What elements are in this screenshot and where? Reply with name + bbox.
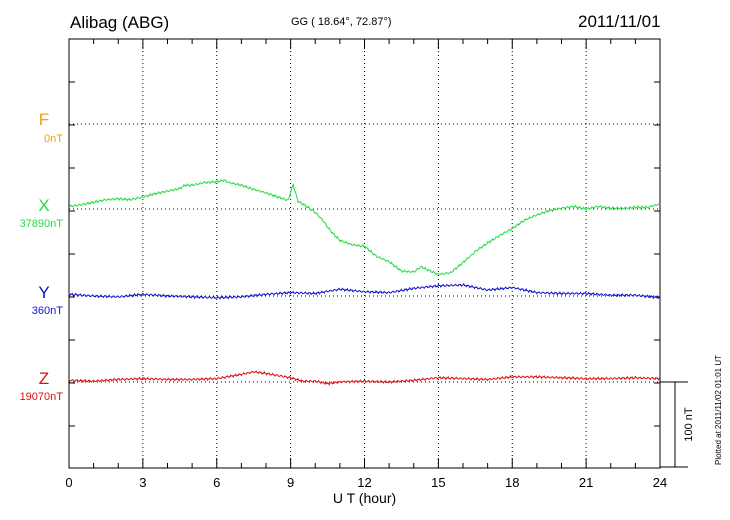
x-tick-label: 18 [505,475,519,490]
series-label-z: Z [39,369,49,388]
series-line-y [68,282,661,300]
x-tick-label: 21 [579,475,593,490]
series-line-z [68,370,661,386]
x-tick-label: 6 [213,475,220,490]
series-label-x: X [38,196,49,215]
series-baseline-x: 37890nT [20,218,64,230]
series-baseline-z: 19070nT [20,391,64,403]
series-label-y: Y [38,283,49,302]
date-label: 2011/11/01 [578,12,661,31]
geographic-coordinates: GG ( 18.64°, 72.87°) [291,16,392,28]
x-tick-label: 12 [357,475,371,490]
station-title: Alibag (ABG) [70,13,170,32]
x-tick-label: 9 [287,475,294,490]
scale-bar-label: 100 nT [683,407,695,442]
x-tick-label: 24 [653,475,667,490]
x-tick-label: 15 [431,475,445,490]
x-axis-label: U T (hour) [333,490,396,506]
series-line-x [69,178,661,276]
x-tick-label: 0 [65,475,72,490]
series-baseline-y: 360nT [32,305,63,317]
series-label-f: F [39,110,49,129]
series-baseline-f: 0nT [44,133,63,145]
x-tick-label: 3 [139,475,146,490]
